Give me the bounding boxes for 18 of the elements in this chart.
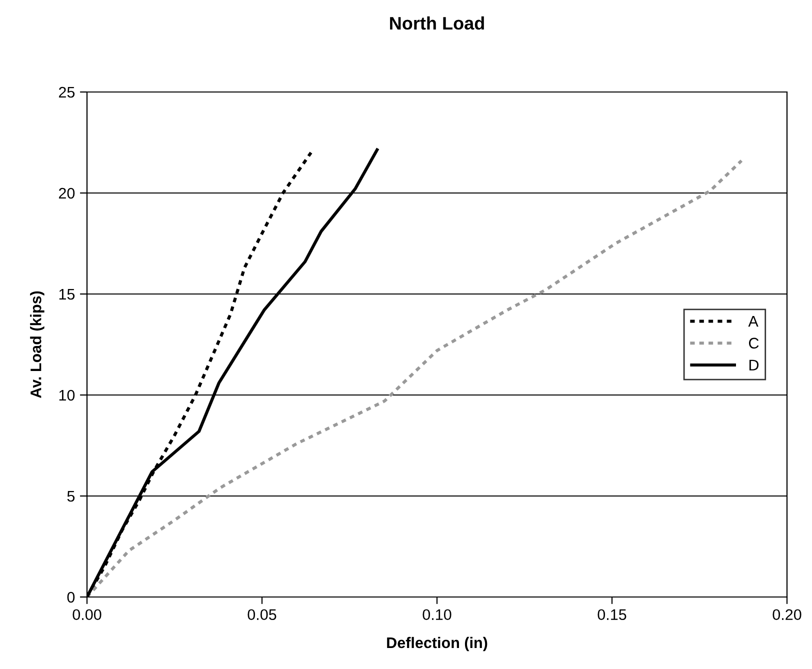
legend-label: C bbox=[748, 338, 759, 349]
x-tick-label: 0.15 bbox=[598, 609, 626, 620]
y-tick-label: 20 bbox=[58, 188, 75, 199]
x-tick-label: 0.10 bbox=[422, 609, 452, 620]
x-axis-title: Deflection (in) bbox=[387, 636, 488, 652]
line-series bbox=[87, 159, 744, 597]
x-tick-label: 0.00 bbox=[72, 609, 102, 620]
legend-label: D bbox=[749, 360, 759, 370]
y-tick-label: 25 bbox=[58, 86, 75, 98]
y-axis-title: Av. Load (kips) bbox=[30, 291, 44, 398]
y-tick-label: 0 bbox=[67, 592, 75, 603]
y-tick-label: 10 bbox=[59, 390, 75, 401]
legend-label: A bbox=[748, 316, 758, 327]
x-tick-label: 0.05 bbox=[248, 609, 276, 620]
x-tick-label: 0.20 bbox=[772, 609, 802, 620]
y-tick-label: 5 bbox=[67, 491, 75, 502]
chart-title: North Load bbox=[390, 16, 484, 30]
y-tick-label: 15 bbox=[59, 289, 75, 300]
